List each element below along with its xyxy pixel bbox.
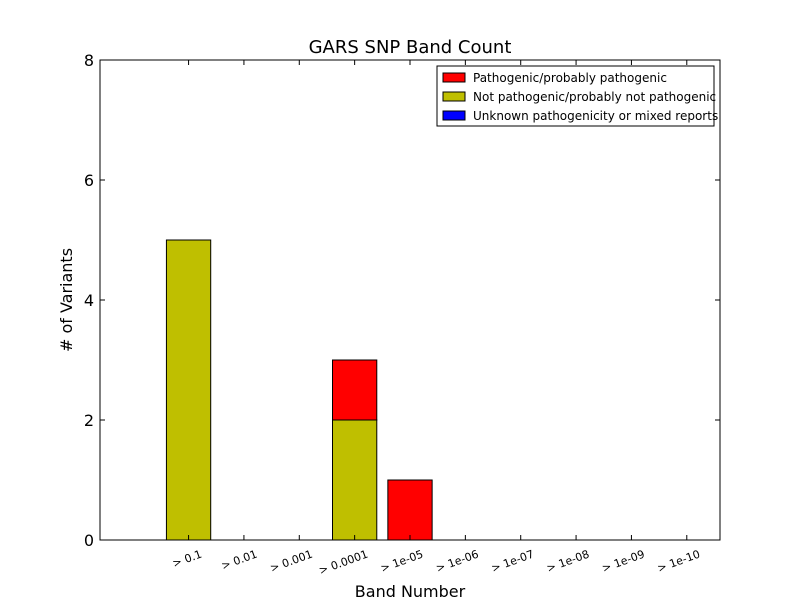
legend-swatch-2 <box>442 91 466 102</box>
x-axis-label: Band Number <box>355 582 466 600</box>
x-tick-label-3: > 0.001 <box>268 548 314 575</box>
legend: Pathogenic/probably pathogenic Not pathog… <box>436 65 718 127</box>
x-tick-label-4: > 0.0001 <box>317 548 370 578</box>
bar-1-5 <box>387 479 433 541</box>
y-tick-label-2: 2 <box>84 411 94 430</box>
x-tick-label-7: > 1e-07 <box>490 548 536 575</box>
y-tick-label-4: 6 <box>84 171 94 190</box>
legend-label-2: Not pathogenic/probably not pathogenic <box>473 90 716 104</box>
plot-frame <box>99 59 721 541</box>
legend-label-1: Pathogenic/probably pathogenic <box>473 71 667 85</box>
chart-title: GARS SNP Band Count <box>309 37 512 58</box>
x-tick-label-6: > 1e-06 <box>434 548 480 575</box>
legend-swatch-3 <box>442 110 466 121</box>
bar-2-1 <box>165 239 212 541</box>
x-tick-label-9: > 1e-09 <box>600 548 646 575</box>
legend-label-3: Unknown pathogenicity or mixed reports <box>473 109 718 123</box>
x-tick-label-1: > 0.1 <box>171 548 204 571</box>
x-tick-label-8: > 1e-08 <box>545 548 591 575</box>
x-tick-label-5: > 1e-05 <box>379 548 425 575</box>
y-tick-label-1: 0 <box>84 531 94 550</box>
y-tick-label-5: 8 <box>84 51 94 70</box>
bar-1-4 <box>332 359 378 421</box>
x-tick-label-10: > 1e-10 <box>656 548 702 575</box>
x-tick-label-2: > 0.01 <box>220 548 259 573</box>
y-axis-label: # of Variants <box>57 248 76 352</box>
legend-swatch-1 <box>442 72 466 83</box>
bar-2-4 <box>332 419 378 541</box>
y-tick-label-3: 4 <box>84 291 94 310</box>
legend-box <box>436 65 715 127</box>
bars-group <box>165 239 433 541</box>
